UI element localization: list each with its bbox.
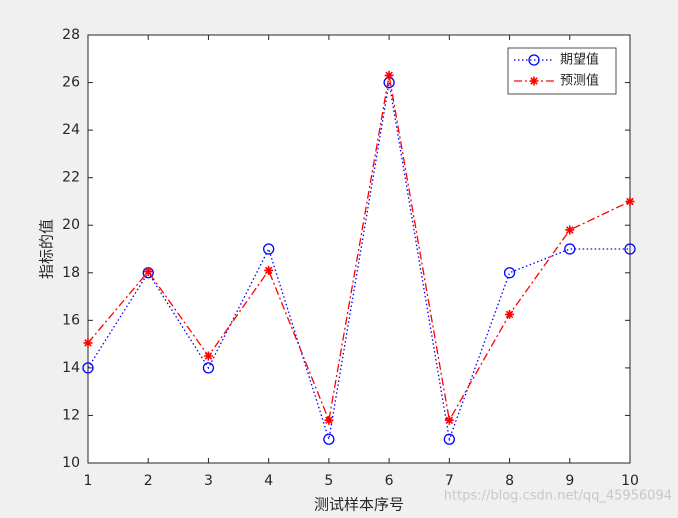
watermark: https://blog.csdn.net/qq_45956094 — [444, 489, 672, 504]
legend-label: 期望值 — [560, 52, 599, 68]
marker — [444, 415, 454, 425]
marker — [564, 243, 576, 255]
marker — [83, 338, 93, 348]
x-tick-label: 4 — [264, 473, 273, 489]
legend-marker — [528, 54, 540, 66]
x-tick-label: 6 — [385, 473, 394, 489]
x-tick-label: 10 — [621, 473, 639, 489]
y-tick-label: 20 — [62, 217, 80, 233]
marker — [263, 243, 275, 255]
y-tick-label: 18 — [62, 265, 80, 281]
y-tick-label: 28 — [62, 27, 80, 43]
y-tick-label: 22 — [62, 170, 80, 186]
y-tick-label: 16 — [62, 312, 80, 328]
legend-label: 预测值 — [560, 73, 599, 89]
marker — [323, 433, 335, 445]
marker — [324, 415, 334, 425]
x-tick-label: 3 — [204, 473, 213, 489]
marker — [384, 70, 394, 80]
marker — [503, 267, 516, 279]
x-axis-label: 测试样本序号 — [314, 496, 404, 514]
y-tick-label: 10 — [62, 455, 80, 471]
marker — [505, 309, 515, 319]
x-tick-label: 7 — [445, 473, 454, 489]
y-axis-label: 指标的值 — [38, 219, 56, 279]
y-tick-label: 26 — [62, 75, 80, 91]
y-tick-label: 14 — [62, 360, 80, 376]
marker — [624, 243, 636, 255]
marker — [202, 362, 215, 374]
marker — [143, 267, 153, 277]
marker — [625, 196, 635, 206]
marker — [264, 265, 274, 275]
legend-box — [507, 47, 617, 95]
x-tick-label: 9 — [565, 473, 574, 489]
x-tick-label: 8 — [505, 473, 514, 489]
legend-marker — [529, 76, 539, 86]
marker — [443, 433, 455, 445]
series-line — [87, 82, 630, 442]
marker — [203, 351, 213, 361]
x-tick-label: 5 — [324, 473, 333, 489]
marker — [565, 225, 575, 235]
x-tick-label: 1 — [84, 473, 93, 489]
series-line — [87, 75, 631, 423]
y-tick-label: 24 — [62, 122, 80, 138]
marker — [82, 362, 94, 374]
y-tick-label: 12 — [62, 407, 80, 423]
x-tick-label: 2 — [144, 473, 153, 489]
